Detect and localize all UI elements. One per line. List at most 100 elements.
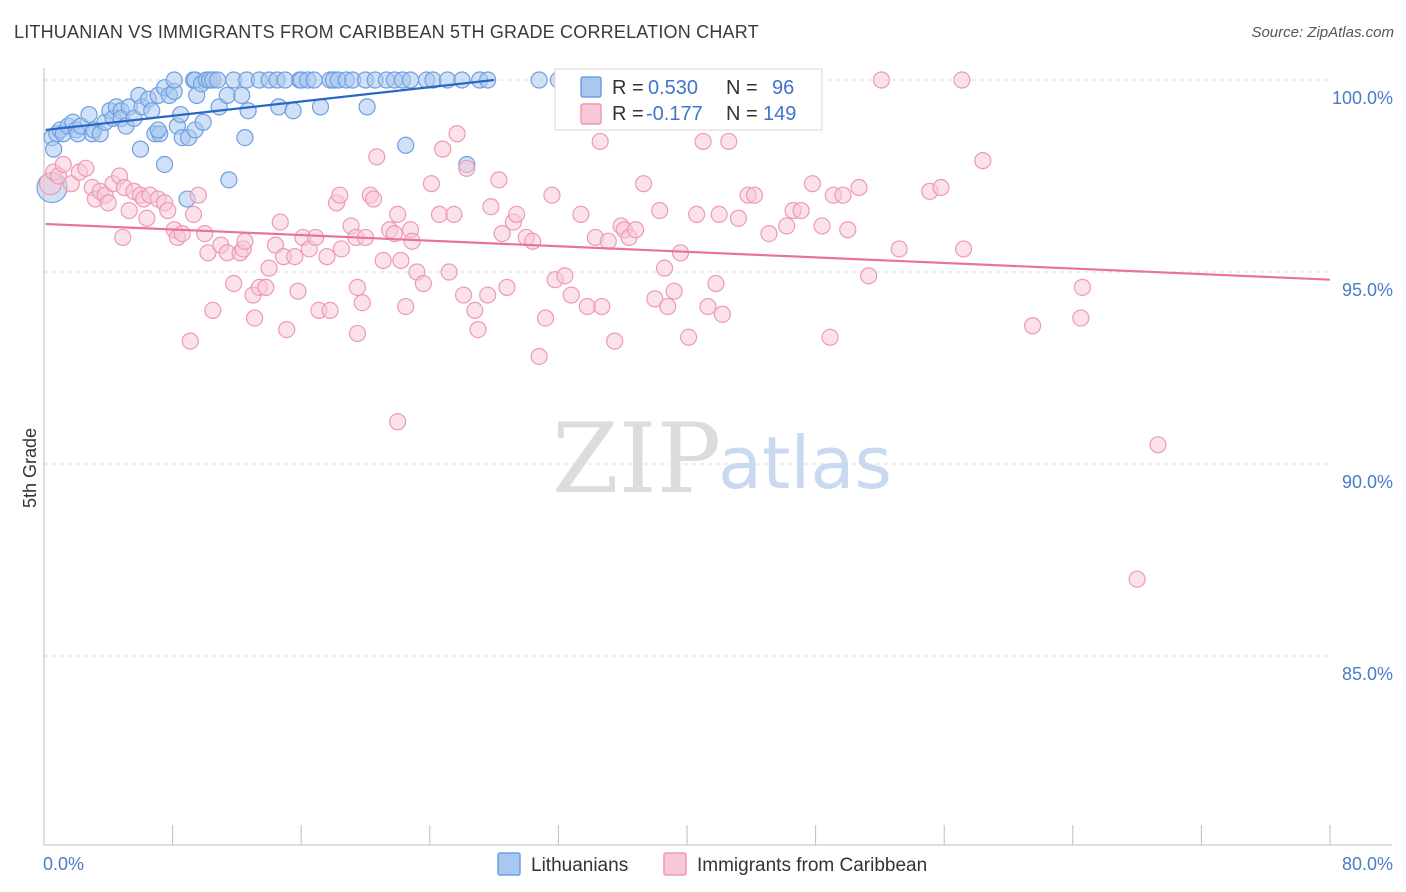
bottom-legend-label-lithuanians: Lithuanians xyxy=(531,855,628,876)
point-lithuanians-66 xyxy=(284,102,302,120)
point-caribbean-71 xyxy=(385,225,404,243)
point-caribbean-148 xyxy=(974,152,992,170)
point-caribbean-53 xyxy=(307,228,325,247)
bottom-legend-swatch-caribbean xyxy=(663,852,687,876)
point-caribbean-29 xyxy=(184,205,203,223)
point-caribbean-115 xyxy=(655,259,674,277)
point-caribbean-55 xyxy=(318,248,336,266)
point-lithuanians-84 xyxy=(401,71,420,89)
point-lithuanians-32 xyxy=(149,121,167,139)
point-caribbean-14 xyxy=(114,228,132,247)
point-caribbean-69 xyxy=(374,251,392,270)
watermark-atlas: atlas xyxy=(718,421,892,505)
point-caribbean-156 xyxy=(448,125,466,143)
point-caribbean-123 xyxy=(707,274,725,293)
point-caribbean-62 xyxy=(348,324,367,343)
point-caribbean-90 xyxy=(493,225,511,243)
point-caribbean-46 xyxy=(271,213,289,231)
point-caribbean-124 xyxy=(710,205,728,223)
x-tick-labels: 0.0% 80.0% xyxy=(43,854,1393,874)
point-caribbean-146 xyxy=(954,240,973,258)
point-caribbean-44 xyxy=(260,259,278,277)
chart-title: LITHUANIAN VS IMMIGRANTS FROM CARIBBEAN … xyxy=(14,22,759,42)
point-lithuanians-54 xyxy=(218,86,236,104)
point-caribbean-111 xyxy=(626,221,645,239)
point-caribbean-138 xyxy=(834,186,852,204)
legend-n-label-1: N = xyxy=(726,103,758,125)
point-caribbean-134 xyxy=(803,175,821,193)
point-caribbean-96 xyxy=(530,347,548,366)
point-lithuanians-60 xyxy=(239,102,257,120)
watermark: ZIP atlas xyxy=(552,403,892,515)
source-label: Source: ZipAtlas.com xyxy=(1251,24,1394,41)
x-tick-label-0: 0.0% xyxy=(43,854,84,874)
point-caribbean-154 xyxy=(389,413,407,431)
point-caribbean-155 xyxy=(591,132,609,151)
point-lithuanians-52 xyxy=(209,71,227,89)
y-axis-label: 5th Grade xyxy=(20,428,40,508)
trend-lines xyxy=(45,78,1331,281)
point-caribbean-135 xyxy=(813,217,831,235)
point-caribbean-100 xyxy=(556,267,574,285)
point-caribbean-78 xyxy=(422,175,441,193)
legend-r-value-0: 0.530 xyxy=(648,77,698,99)
point-caribbean-31 xyxy=(196,225,214,243)
point-lithuanians-92 xyxy=(530,71,548,89)
point-caribbean-93 xyxy=(508,205,526,223)
legend-r-label-0: R = xyxy=(612,77,644,99)
x-tick-label-1: 80.0% xyxy=(1342,854,1393,874)
point-caribbean-102 xyxy=(572,205,590,223)
trend-line-lithuanians xyxy=(45,78,495,132)
point-caribbean-150 xyxy=(1072,309,1090,327)
point-caribbean-152 xyxy=(1128,570,1146,588)
point-caribbean-85 xyxy=(466,301,484,319)
point-caribbean-3 xyxy=(54,155,72,174)
legend-r-label-1: R = xyxy=(612,103,644,125)
point-caribbean-120 xyxy=(688,205,706,223)
point-caribbean-88 xyxy=(482,198,500,216)
point-caribbean-6 xyxy=(77,159,95,177)
point-caribbean-49 xyxy=(286,248,304,266)
point-caribbean-117 xyxy=(665,282,683,300)
point-lithuanians-57 xyxy=(233,86,251,104)
point-lithuanians-11 xyxy=(80,105,98,124)
point-caribbean-129 xyxy=(745,186,764,204)
point-caribbean-103 xyxy=(578,297,596,316)
point-caribbean-105 xyxy=(593,297,611,316)
point-lithuanians-88 xyxy=(453,71,471,89)
point-lithuanians-37 xyxy=(165,71,183,89)
point-caribbean-157 xyxy=(403,232,421,250)
point-lithuanians-63 xyxy=(270,98,288,116)
point-caribbean-131 xyxy=(778,217,796,235)
point-caribbean-24 xyxy=(159,201,177,220)
point-caribbean-72 xyxy=(389,205,407,223)
point-caribbean-101 xyxy=(562,286,580,304)
point-caribbean-68 xyxy=(368,148,386,166)
point-caribbean-81 xyxy=(440,263,458,281)
point-caribbean-133 xyxy=(792,201,810,220)
y-tick-label-3: 85.0% xyxy=(1342,664,1393,684)
point-caribbean-127 xyxy=(729,209,748,227)
point-caribbean-30 xyxy=(189,186,207,204)
series-caribbean xyxy=(38,71,1167,588)
point-caribbean-145 xyxy=(932,178,950,197)
point-caribbean-27 xyxy=(173,225,191,243)
point-lithuanians-48 xyxy=(194,113,212,131)
point-lithuanians-55 xyxy=(220,171,238,189)
point-caribbean-98 xyxy=(543,186,561,204)
point-caribbean-126 xyxy=(720,132,738,151)
point-caribbean-151 xyxy=(1073,278,1092,296)
point-caribbean-89 xyxy=(490,171,508,189)
point-caribbean-87 xyxy=(479,286,497,304)
point-caribbean-113 xyxy=(646,290,664,308)
point-caribbean-48 xyxy=(278,321,296,339)
point-caribbean-79 xyxy=(430,205,449,223)
point-caribbean-63 xyxy=(353,294,371,312)
point-caribbean-97 xyxy=(536,309,555,327)
bottom-legend-swatch-lithuanians xyxy=(497,852,521,876)
legend-n-value-0: 96 xyxy=(772,77,794,99)
point-lithuanians-58 xyxy=(236,129,254,147)
point-caribbean-142 xyxy=(872,71,891,89)
point-caribbean-106 xyxy=(599,232,617,250)
